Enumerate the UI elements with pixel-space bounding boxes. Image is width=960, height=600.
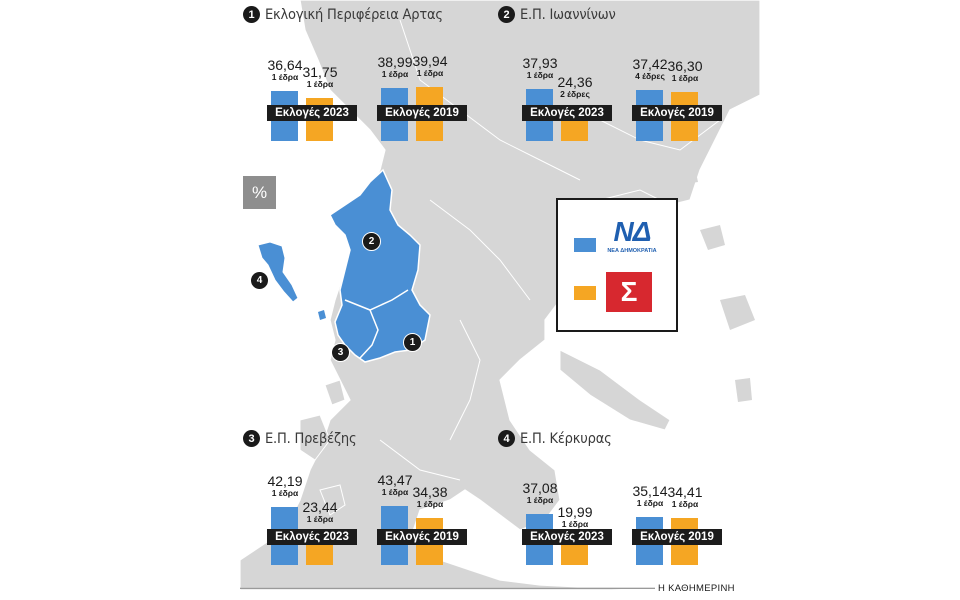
value-label-nd: 38,99: [377, 53, 413, 70]
syriza-logo: Σ: [606, 272, 652, 312]
category-label: Εκλογές 2023: [267, 105, 357, 121]
panel-number-badge: 2: [498, 6, 515, 23]
lefkada-island: [324, 379, 346, 406]
corfu-island: [257, 241, 299, 303]
bar-group: 38,99 1 έδρα 39,94 1 έδρα Εκλογές 2019: [377, 29, 467, 141]
panel-title-text: Εκλογική Περιφέρεια Αρτας: [265, 6, 443, 23]
lemnos-island: [700, 225, 725, 250]
syriza-logo-text: Σ: [620, 276, 638, 307]
bar-group: 37,42 4 έδρες 36,30 1 έδρα Εκλογές 2019: [632, 29, 722, 141]
bar-group: 37,08 1 έδρα 19,99 1 έδρα Εκλογές 2023: [522, 453, 612, 565]
seats-label-syriza: 1 έδρα: [416, 499, 444, 510]
paxoi-island: [318, 310, 326, 320]
bar-group: 36,64 1 έδρα 31,75 1 έδρα Εκλογές 2023: [267, 29, 357, 141]
legend-swatch-nd: [574, 238, 596, 252]
credit-label: Η ΚΑΘΗΜΕΡΙΝΗ: [658, 583, 735, 594]
map-badge-1: 1: [403, 333, 422, 352]
kefalonia-island: [299, 414, 331, 461]
thasos-island: [680, 168, 698, 184]
value-label-nd: 43,47: [377, 471, 413, 488]
unit-label: %: [243, 176, 276, 209]
value-label-syriza: 39,94: [412, 52, 448, 69]
seats-label-nd: 4 έδρες: [635, 70, 665, 81]
chart-panel-3: 3 Ε.Π. Πρεβέζης 42,19 1 έδρα 23,44 1 έδρα Εκλο…: [243, 430, 483, 590]
evia-island: [559, 349, 671, 431]
nd-logo-text: ΝΔ: [613, 216, 651, 247]
chios-island: [735, 378, 752, 402]
seats-label-nd: 1 έδρα: [381, 68, 409, 79]
bar-group: 37,93 1 έδρα 24,36 2 έδρες Εκλογές 2023: [522, 29, 612, 141]
map-badge-3: 3: [331, 343, 350, 362]
value-label-syriza: 36,30: [667, 57, 703, 74]
legend: ΝΔ ΝΕΑ ΔΗΜΟΚΡΑΤΙΑ Σ: [556, 198, 678, 332]
value-label-nd: 37,93: [522, 55, 558, 72]
seats-label-syriza: 1 έδρα: [561, 518, 589, 529]
seats-label-nd: 1 έδρα: [271, 488, 299, 499]
nd-logo: ΝΔ ΝΕΑ ΔΗΜΟΚΡΑΤΙΑ: [603, 217, 661, 257]
value-label-nd: 42,19: [267, 473, 303, 490]
category-label: Εκλογές 2019: [377, 529, 467, 545]
panel-title-text: Ε.Π. Πρεβέζης: [265, 430, 357, 447]
panel-title: 3 Ε.Π. Πρεβέζης: [243, 430, 357, 447]
panel-title: 4 Ε.Π. Κέρκυρας: [498, 430, 612, 447]
panel-number-badge: 4: [498, 430, 515, 447]
seats-label-nd: 1 έδρα: [636, 498, 664, 509]
bar-group: 43,47 1 έδρα 34,38 1 έδρα Εκλογές 2019: [377, 453, 467, 565]
value-label-syriza: 24,36: [557, 73, 593, 90]
value-label-syriza: 19,99: [557, 503, 593, 520]
seats-label-syriza: 2 έδρες: [560, 88, 590, 99]
category-label: Εκλογές 2019: [377, 105, 467, 121]
value-label-syriza: 34,38: [412, 484, 448, 501]
seats-label-syriza: 1 έδρα: [306, 514, 334, 525]
seats-label-nd: 1 έδρα: [271, 72, 299, 83]
seats-label-syriza: 1 έδρα: [416, 67, 444, 78]
map-badge-2: 2: [362, 232, 381, 251]
nd-logo-subtitle: ΝΕΑ ΔΗΜΟΚΡΑΤΙΑ: [607, 248, 657, 254]
value-label-syriza: 23,44: [302, 499, 338, 516]
panel-number-badge: 1: [243, 6, 260, 23]
category-label: Εκλογές 2023: [267, 529, 357, 545]
panel-title-text: Ε.Π. Κέρκυρας: [520, 430, 612, 447]
seats-label-nd: 1 έδρα: [526, 495, 554, 506]
value-label-syriza: 31,75: [302, 63, 338, 80]
category-label: Εκλογές 2023: [522, 105, 612, 121]
value-label-nd: 37,08: [522, 480, 558, 497]
panel-title: 1 Εκλογική Περιφέρεια Αρτας: [243, 6, 443, 23]
chart-panel-2: 2 Ε.Π. Ιωαννίνων 37,93 1 έδρα 24,36 2 έδρες Εκ…: [498, 6, 738, 166]
bottom-rule: [240, 588, 655, 589]
seats-label-nd: 1 έδρα: [526, 70, 554, 81]
value-label-nd: 36,64: [267, 57, 303, 74]
bar-group: 35,14 1 έδρα 34,41 1 έδρα Εκλογές 2019: [632, 453, 722, 565]
chart-panel-4: 4 Ε.Π. Κέρκυρας 37,08 1 έδρα 19,99 1 έδρα Εκλο…: [498, 430, 738, 590]
legend-swatch-syriza: [574, 286, 596, 300]
category-label: Εκλογές 2023: [522, 529, 612, 545]
panel-title: 2 Ε.Π. Ιωαννίνων: [498, 6, 616, 23]
map-badge-4: 4: [250, 271, 269, 290]
chart-panel-1: 1 Εκλογική Περιφέρεια Αρτας 36,64 1 έδρα 31,…: [243, 6, 483, 166]
panel-number-badge: 3: [243, 430, 260, 447]
epirus-region: [329, 168, 431, 363]
category-label: Εκλογές 2019: [632, 105, 722, 121]
seats-label-syriza: 1 έδρα: [671, 499, 699, 510]
seats-label-syriza: 1 έδρα: [306, 78, 334, 89]
panel-title-text: Ε.Π. Ιωαννίνων: [520, 6, 616, 23]
zakynthos-island: [319, 484, 346, 516]
value-label-nd: 37,42: [632, 55, 668, 72]
value-label-syriza: 34,41: [667, 484, 703, 501]
category-label: Εκλογές 2019: [632, 529, 722, 545]
seats-label-nd: 1 έδρα: [381, 486, 409, 497]
seats-label-syriza: 1 έδρα: [671, 72, 699, 83]
value-label-nd: 35,14: [632, 483, 668, 500]
lesvos-island: [720, 295, 755, 330]
bar-group: 42,19 1 έδρα 23,44 1 έδρα Εκλογές 2023: [267, 453, 357, 565]
